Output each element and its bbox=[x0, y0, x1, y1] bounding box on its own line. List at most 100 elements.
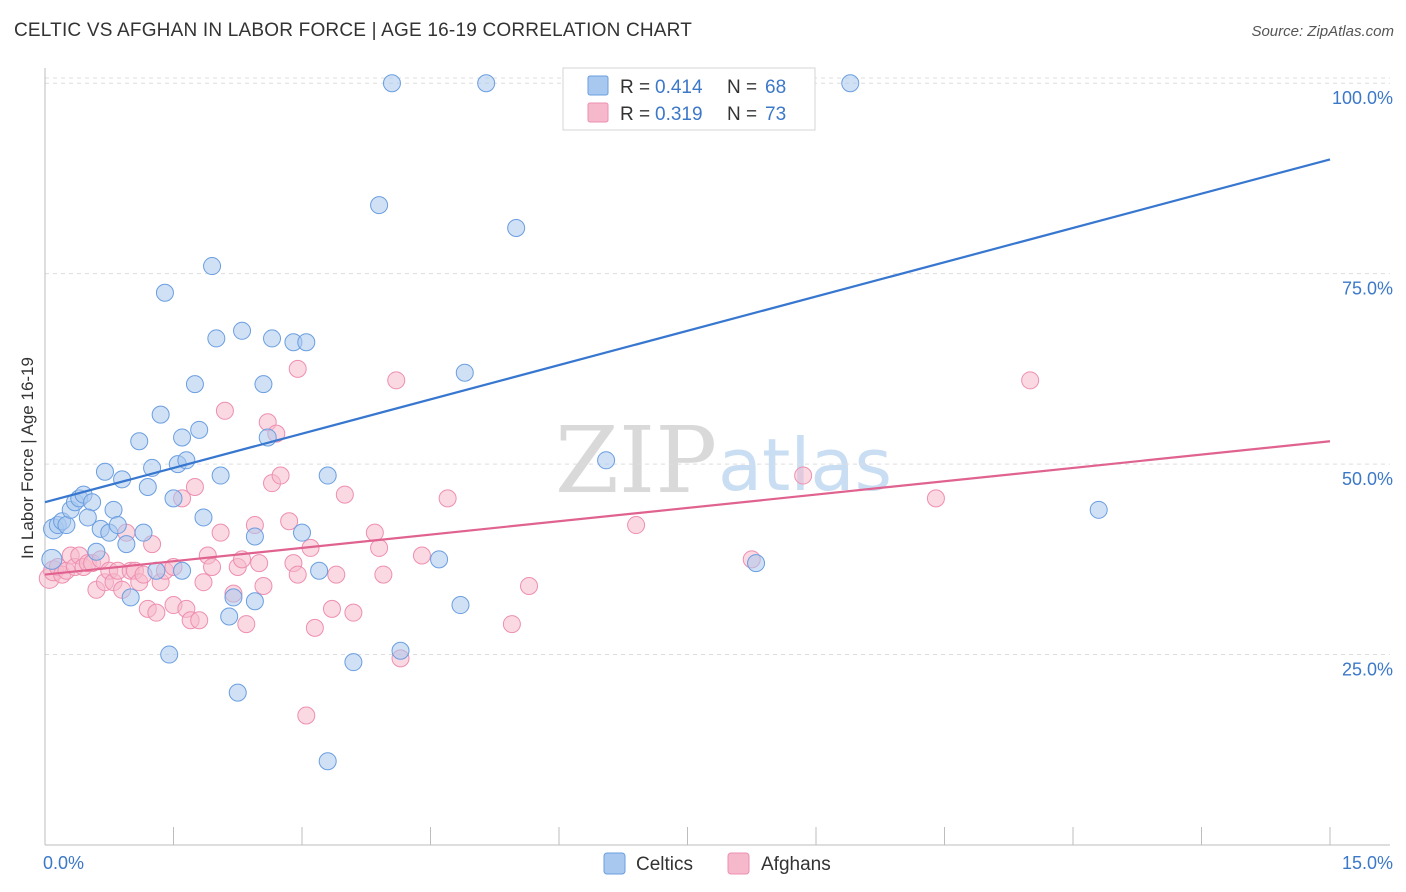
afghans-point bbox=[305, 618, 324, 637]
celtics-point bbox=[78, 508, 97, 527]
celtics-point bbox=[117, 535, 136, 554]
celtics-point bbox=[263, 329, 282, 348]
celtics-point bbox=[245, 592, 264, 611]
celtics-point bbox=[597, 451, 616, 470]
celtics-point bbox=[1089, 500, 1108, 519]
celtics-point bbox=[747, 554, 766, 573]
afghans-point bbox=[335, 485, 354, 504]
legend-celtics-n-value: 68 bbox=[765, 77, 786, 98]
afghans-point bbox=[502, 615, 521, 634]
celtics-point bbox=[104, 500, 123, 519]
celtics-point bbox=[507, 218, 526, 237]
legend-afghans-swatch bbox=[587, 102, 609, 123]
celtics-point bbox=[318, 466, 337, 485]
y-tick-label: 100.0% bbox=[1332, 88, 1393, 108]
bottom-legend-afghans-label: Afghans bbox=[761, 854, 831, 875]
afghans-point bbox=[215, 401, 234, 420]
watermark-atlas: atlas bbox=[718, 423, 892, 507]
celtics-point bbox=[451, 596, 470, 615]
celtics-point bbox=[430, 550, 449, 569]
afghans-point bbox=[365, 523, 384, 542]
celtics-point bbox=[155, 283, 174, 302]
afghans-trend-line bbox=[44, 440, 1331, 576]
afghans-point bbox=[926, 489, 945, 508]
celtics-point bbox=[147, 561, 166, 580]
afghans-point bbox=[794, 466, 813, 485]
celtics-point bbox=[293, 523, 311, 542]
celtics-point bbox=[344, 653, 363, 672]
afghans-point bbox=[387, 371, 406, 390]
trend-lines bbox=[44, 158, 1331, 576]
afghans-point bbox=[147, 603, 166, 622]
celtics-point bbox=[297, 333, 316, 352]
celtics-point bbox=[130, 432, 149, 451]
afghans-point bbox=[438, 489, 457, 508]
source-label: Source: ZipAtlas.com bbox=[1251, 23, 1394, 40]
afghans-point bbox=[237, 615, 256, 634]
bottom-legend-afghans-swatch bbox=[727, 852, 750, 875]
afghans-point bbox=[194, 573, 213, 592]
celtics-point bbox=[477, 74, 496, 93]
celtics-point bbox=[57, 516, 76, 535]
afghans-point bbox=[627, 516, 646, 535]
afghans-point bbox=[374, 565, 393, 584]
celtics-point bbox=[173, 428, 192, 447]
bottom-legend-celtics-swatch bbox=[603, 852, 626, 875]
celtics-point bbox=[41, 548, 63, 570]
afghans-point bbox=[280, 512, 299, 531]
afghans-point bbox=[211, 523, 230, 542]
celtics-point bbox=[194, 508, 213, 527]
celtics-point bbox=[83, 493, 102, 512]
celtics-point bbox=[108, 516, 127, 535]
legend-celtics-r-label: R = bbox=[620, 77, 650, 98]
afghans-points bbox=[38, 359, 1040, 725]
celtics-point bbox=[203, 257, 222, 276]
celtics-point bbox=[310, 561, 329, 580]
gridlines bbox=[45, 77, 1390, 656]
legend-afghans-n-label: N = bbox=[727, 104, 757, 125]
celtics-point bbox=[185, 375, 204, 394]
afghans-point bbox=[322, 599, 341, 618]
legend-celtics-n-label: N = bbox=[727, 77, 757, 98]
legend-afghans-n-value: 73 bbox=[765, 104, 786, 125]
afghans-point bbox=[327, 565, 346, 584]
celtics-point bbox=[151, 405, 170, 424]
celtics-point bbox=[95, 462, 114, 481]
celtics-point bbox=[207, 329, 226, 348]
afghans-point bbox=[271, 466, 290, 485]
afghans-point bbox=[288, 565, 307, 584]
tick-labels: 25.0% 50.0% 75.0% 100.0% 0.0% 15.0% bbox=[43, 88, 1393, 873]
afghans-point bbox=[370, 538, 389, 557]
afghans-point bbox=[288, 359, 307, 378]
celtics-point bbox=[87, 542, 106, 561]
legend-celtics-swatch bbox=[587, 75, 609, 96]
stats-legend: R = 0.414 N = 68 R = 0.319 N = 73 bbox=[562, 67, 816, 131]
celtics-point bbox=[228, 683, 247, 702]
celtics-point bbox=[391, 641, 410, 660]
celtics-point bbox=[254, 375, 273, 394]
celtics-point bbox=[211, 466, 230, 485]
celtics-point bbox=[224, 588, 243, 607]
afghans-point bbox=[250, 554, 269, 573]
bottom-legend-celtics-label: Celtics bbox=[636, 854, 693, 875]
afghans-point bbox=[344, 603, 363, 622]
celtics-point bbox=[134, 523, 153, 542]
afghans-point bbox=[1021, 371, 1040, 390]
celtics-point bbox=[121, 588, 140, 607]
legend-afghans-r-value: 0.319 bbox=[655, 104, 703, 125]
series-legend: Celtics Afghans bbox=[603, 852, 831, 875]
legend-afghans-r-label: R = bbox=[620, 104, 650, 125]
celtics-trend-line bbox=[44, 158, 1331, 504]
afghans-point bbox=[297, 706, 316, 725]
celtics-point bbox=[841, 74, 860, 93]
y-axis-label: In Labor Force | Age 16-19 bbox=[18, 357, 37, 559]
celtics-point bbox=[382, 74, 401, 93]
legend-celtics-r-value: 0.414 bbox=[655, 77, 703, 98]
celtics-point bbox=[138, 477, 157, 496]
celtics-point bbox=[160, 645, 179, 664]
axes bbox=[44, 68, 1390, 846]
celtics-point bbox=[318, 752, 337, 771]
x-tick-label: 0.0% bbox=[43, 853, 84, 873]
afghans-point bbox=[190, 611, 209, 630]
